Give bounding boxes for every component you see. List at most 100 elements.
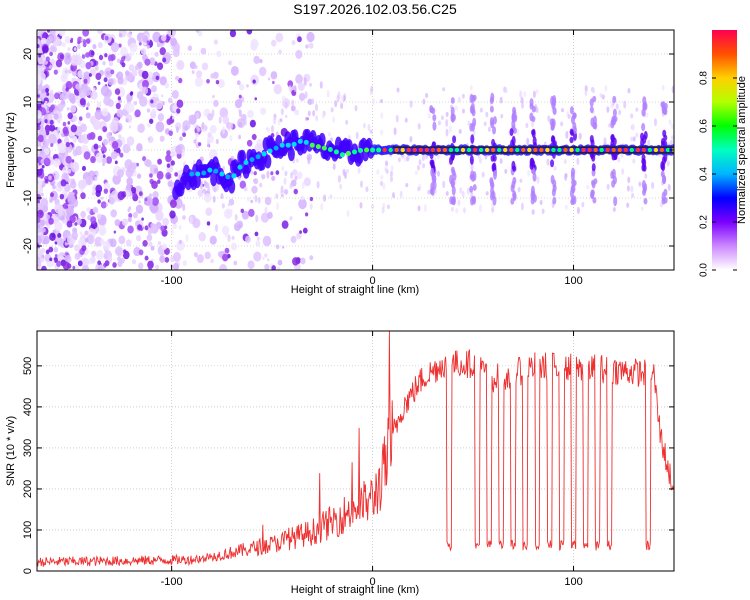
spectrogram-noise-blob: [102, 154, 106, 158]
spectrogram-streak: [320, 202, 324, 211]
spectrogram-noise-blob: [50, 45, 56, 52]
spectrogram-noise-blob: [57, 138, 62, 145]
spectrogram-ridge-core: [665, 147, 671, 153]
spectrogram-streak: [238, 134, 242, 140]
spectrogram-streak: [564, 172, 568, 178]
spectrogram-noise-blob: [259, 59, 263, 64]
spectrogram-streak: [329, 137, 333, 143]
spectrogram-noise-blob: [213, 99, 219, 107]
spectrogram-streak: [276, 202, 280, 211]
spectrogram-noise-blob: [42, 235, 50, 245]
spectrogram-streak: [417, 205, 421, 212]
spectrogram-noise-blob: [128, 125, 132, 129]
spectrogram-noise-blob: [204, 251, 211, 260]
spectrogram-noise-blob: [86, 102, 91, 108]
spectrogram-noise-blob: [62, 126, 69, 135]
spectrogram-streak: [485, 191, 489, 196]
spectrogram-streak: [193, 139, 197, 144]
spectrogram-streak: [584, 90, 588, 96]
spectrogram-streak: [499, 158, 503, 164]
spectrogram-noise-blob: [162, 217, 169, 227]
spectrogram-streak: [327, 132, 331, 137]
spectrogram-burst: [591, 163, 596, 172]
spectrogram-noise-blob: [245, 235, 251, 244]
spectrogram-noise-blob: [144, 58, 151, 66]
spectrogram-noise-blob: [89, 115, 97, 125]
spectrogram-streak: [626, 185, 630, 192]
spectrogram-noise-blob: [293, 188, 298, 195]
spectrogram-streak: [227, 234, 231, 243]
spectrogram-noise-blob: [146, 44, 150, 50]
spectrogram-burst: [641, 154, 646, 161]
spectrogram-ridge-band: [193, 174, 201, 189]
colorbar-label: Normalized spectral amplitude: [736, 76, 748, 224]
spectrogram-noise-blob: [217, 79, 225, 89]
spectrogram-noise-blob: [105, 203, 109, 207]
spectrogram-noise-blob: [151, 85, 157, 93]
spectrogram-ridge-band: [318, 132, 326, 147]
spectrogram-noise-blob: [98, 144, 102, 149]
spectrogram-noise-blob: [148, 266, 152, 270]
spectrogram-noise-blob: [77, 36, 83, 44]
spectrogram-streak: [336, 94, 340, 103]
spectrogram-noise-blob: [37, 216, 41, 224]
spectrogram-streak: [390, 164, 394, 172]
spectrogram-noise-blob: [270, 171, 274, 176]
spectrogram-streak: [560, 108, 564, 113]
snr-y-tick-label: 400: [22, 398, 34, 416]
spectrogram-noise-blob: [178, 201, 182, 206]
spectrogram-burst: [489, 179, 494, 189]
spectrogram-noise-blob: [238, 122, 243, 128]
spectrogram-noise-blob: [78, 87, 82, 93]
spectrogram-streak: [519, 90, 523, 99]
spectrogram-noise-blob: [117, 191, 125, 201]
spectrogram-noise-blob: [54, 92, 60, 100]
spectrogram-streak: [332, 116, 336, 123]
spectrogram-streak: [345, 119, 349, 125]
spectrogram-noise-blob: [154, 99, 163, 110]
spectrogram-streak: [330, 107, 334, 113]
spectrogram-ridge-core: [617, 147, 622, 153]
spectrogram-noise-blob: [250, 199, 253, 204]
spectrogram-noise-blob: [161, 34, 167, 42]
spectrogram-noise-blob: [243, 186, 248, 192]
spectrogram-noise-blob: [256, 236, 260, 241]
spectrogram-noise-blob: [57, 119, 61, 124]
spectrogram-noise-blob: [103, 77, 108, 83]
spectrogram-streak: [391, 192, 395, 199]
spectrogram-noise-blob: [272, 80, 275, 85]
spectrogram-noise-blob: [227, 203, 231, 207]
spectrogram-noise-blob: [146, 234, 153, 242]
spectrogram-noise-blob: [278, 49, 283, 55]
spectrogram-streak: [206, 139, 210, 148]
spectrogram-noise-blob: [62, 121, 67, 127]
spectrogram-noise-blob: [37, 209, 44, 219]
spectrogram-noise-blob: [82, 39, 87, 44]
spectrogram-noise-blob: [118, 134, 122, 139]
spectrogram-noise-blob: [57, 233, 62, 239]
spectrogram-ridge-core: [635, 147, 641, 153]
spectrogram-burst: [592, 95, 597, 103]
spectrogram-streak: [454, 105, 458, 111]
spectrogram-streak: [405, 183, 409, 188]
spectrogram-ridge-core: [515, 147, 520, 153]
spectrogram-streak: [291, 99, 295, 107]
spectrogram-noise-blob: [49, 51, 54, 57]
spectrogram-streak: [448, 125, 452, 133]
spectrogram-noise-blob: [94, 109, 103, 121]
spectrogram-streak: [630, 113, 634, 119]
spectrogram-noise-blob: [224, 247, 230, 254]
spectrogram-burst: [470, 134, 475, 144]
spectrogram-noise-blob: [100, 85, 110, 97]
spectrogram-ridge-core: [641, 147, 647, 153]
spectrogram-burst: [531, 129, 536, 136]
spectrogram-streak: [546, 158, 550, 166]
spectrogram-burst: [663, 102, 668, 110]
spectrogram-streak: [500, 114, 504, 119]
colorbar-tick-label: 0.6: [699, 119, 710, 133]
spectrogram-noise-blob: [54, 203, 63, 214]
spectrogram-ridge-core: [551, 147, 556, 153]
spectrogram-streak: [403, 154, 407, 163]
spectrogram-noise-blob: [70, 161, 80, 173]
spectrogram-burst: [529, 162, 534, 170]
